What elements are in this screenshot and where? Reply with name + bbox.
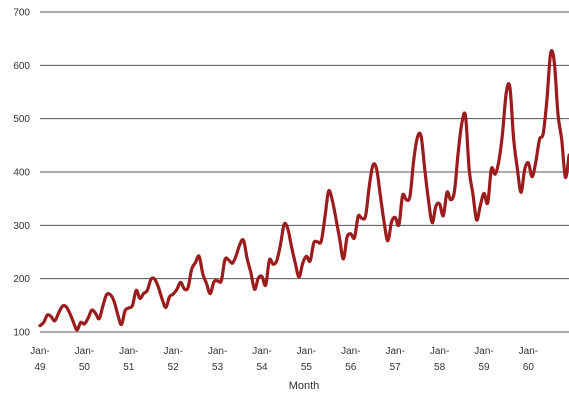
y-tick-label: 200 xyxy=(13,274,30,285)
x-tick-label: Jan-52 xyxy=(163,346,182,373)
x-tick-label: Jan-49 xyxy=(30,346,49,373)
x-tick-label: Jan-53 xyxy=(208,346,227,373)
x-tick-label: Jan-57 xyxy=(385,346,404,373)
x-tick-label: Jan-51 xyxy=(119,346,138,373)
x-tick-label: Jan-54 xyxy=(252,346,271,373)
series-line xyxy=(38,49,569,332)
x-tick-label: Jan-50 xyxy=(75,346,94,373)
y-tick-label: 100 xyxy=(13,328,30,339)
x-tick-label: Jan-58 xyxy=(430,346,449,373)
x-tick-label: Jan-60 xyxy=(519,346,538,373)
gridlines xyxy=(40,11,569,333)
y-tick-label: 600 xyxy=(13,61,30,72)
y-tick-label: 400 xyxy=(13,168,30,179)
x-tick-label: Jan-56 xyxy=(341,346,360,373)
x-axis-tick-labels: Jan-49 Jan-50 Jan-51 Jan-52 Jan-53 Jan-54 Jan-… xyxy=(30,346,538,373)
y-axis-tick-labels: 100 200 300 400 500 600 700 xyxy=(13,8,30,339)
x-axis-title: Month xyxy=(289,380,320,392)
x-tick-label: Jan-55 xyxy=(297,346,316,373)
y-tick-label: 500 xyxy=(13,114,30,125)
x-tick-label: Jan-59 xyxy=(474,346,493,373)
y-tick-label: 700 xyxy=(13,8,30,19)
y-tick-label: 300 xyxy=(13,221,30,232)
